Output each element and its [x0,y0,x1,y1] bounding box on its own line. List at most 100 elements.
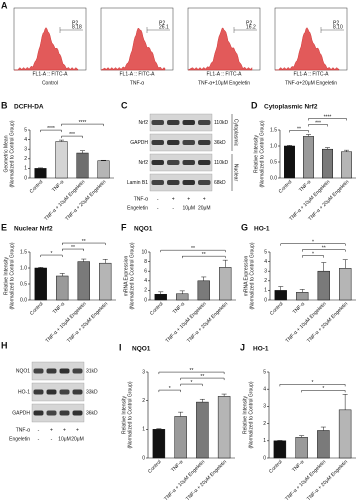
treatment-mark: - [51,436,53,442]
significance-label: ** [82,239,86,245]
significance-label: * [312,380,314,386]
error-bar [278,286,284,291]
flow-sample-name: TNF-α+10μM Engeletin [198,80,250,86]
y-tick-label: 6 [144,269,147,275]
chart-title: HO-1 [254,226,270,233]
chart-title: Nuclear Nrf2 [14,226,53,233]
error-bar [102,259,108,264]
bar [284,145,295,179]
blot-band [59,410,70,416]
x-tick-label: Control [147,459,163,475]
error-bar [158,291,164,295]
blot-band [182,160,195,165]
significance-label: **** [47,126,55,132]
y-tick-label: 10 [141,249,147,255]
blot-band [151,120,164,125]
y-axis-label: (Normalized to Control Group) [249,242,255,309]
treatment-name: TNF-α [134,196,148,202]
fraction-name: Nuclear [233,164,239,182]
x-tick-label: TNF-α + 20μM Engeletin [306,459,349,500]
y-tick-label: 1 [24,166,27,172]
panel-letter: E [1,222,7,232]
error-bar [59,139,64,142]
bar [317,430,330,459]
gate-percent: 8.18 [72,24,82,30]
y-tick-label: 0 [142,455,145,461]
y-axis-label: (Normalized to Control Group) [127,381,133,448]
y-tick-label: 5 [24,127,27,133]
blot-band [151,180,164,185]
y-axis-label: mRNA Expression [123,256,129,297]
significance-bracket [61,123,104,127]
bar [197,280,210,301]
significance-bracket [180,383,203,387]
significance-bracket [160,249,226,253]
bar [295,437,308,459]
x-tick-label: Control [278,179,294,195]
bar [34,168,47,179]
y-axis-label: Relative Intensity [3,256,9,295]
x-tick-label: Control [268,459,284,475]
treatment-mark: 10μM [182,205,195,211]
blot-row-size: 36kD [86,410,98,416]
blot-strip [31,361,85,381]
significance-label: * [322,386,324,392]
y-tick-label: 1 [264,288,267,294]
significance-label: **** [79,120,87,126]
error-bar [179,290,185,294]
y-tick-label: 4 [24,137,27,143]
bar [303,136,314,179]
x-tick-label: Control [29,179,45,195]
y-tick-label: 0 [264,297,267,303]
bar [322,148,333,179]
blot-row-size: 33kD [86,389,98,395]
error-bar [287,145,292,146]
blot-row-name: GAPDH [130,140,148,146]
gate-percent: 16.2 [246,24,256,30]
blot-band [46,410,57,416]
x-tick-label: Control [149,301,165,317]
significance-label: * [312,252,314,258]
blot-band [198,160,211,165]
y-tick-label: 8 [144,259,147,265]
blot-band [46,389,57,395]
error-bar [59,273,65,276]
blot-band [167,160,180,165]
x-tick-label: TNF-α + 10μM Engeletin [285,301,328,344]
panel-letter: H [1,340,8,350]
significance-label: ** [71,245,75,251]
blot-band [182,140,195,145]
y-tick-label: 1 [263,438,266,444]
blot-band [33,410,44,416]
significance-bracket [302,249,346,252]
gate-name: P2 [333,20,339,26]
significance-bracket [280,243,346,246]
error-bar [342,259,348,269]
error-bar [156,428,162,430]
treatment-mark: 20μM [198,205,211,211]
flow-histogram [187,27,253,71]
y-axis-label: (Normalized to Control Group) [248,381,254,448]
y-axis-label: (Normalized to Control Group) [9,242,15,309]
x-tick-label: TNF-α [291,459,305,473]
panel-letter: F [121,222,127,232]
x-tick-label: TNF-α + 20μM Engeletin [186,301,229,344]
blot-band [182,120,195,125]
error-bar [342,394,348,410]
treatment-mark: - [38,436,40,442]
significance-label: **** [324,114,332,120]
y-tick-label: 2 [142,398,145,404]
significance-bracket [301,390,346,393]
bar [77,261,90,301]
treatment-name: Engeletin [127,205,148,211]
y-axis-label: Relative Intensity [242,395,248,434]
bar [341,151,352,179]
x-tick-label: TNF-α [298,179,312,193]
blot-row-size: 31kD [86,368,98,374]
error-bar [222,259,228,268]
bar [339,268,352,301]
x-tick-label: TNF-α + 10μM Engeletin [165,301,208,344]
error-bar [321,262,327,272]
y-tick-label: 3 [263,404,266,410]
flow-sample-name: Control [42,80,58,86]
